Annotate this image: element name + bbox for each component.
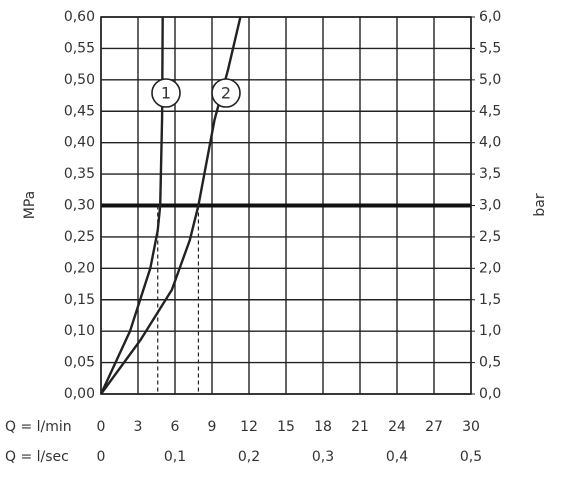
x2-tick-label: 0,4: [386, 449, 408, 465]
x-tick-label: 27: [425, 419, 443, 435]
y2-tick-label: 0,5: [479, 355, 501, 371]
y-tick-label: 0,10: [64, 323, 95, 339]
x2-tick-label: 0,1: [164, 449, 186, 465]
y2-tick-label: 1,0: [479, 323, 501, 339]
x-tick-label: 0: [97, 419, 106, 435]
y-tick-label: 0,25: [64, 229, 95, 245]
y2-tick-label: 2,0: [479, 260, 501, 276]
x-tick-label: 18: [314, 419, 332, 435]
curve: [99, 16, 164, 395]
x-tick-label: 21: [351, 419, 369, 435]
y2-tick-label: 1,5: [479, 292, 501, 308]
y2-tick-label: 6,0: [479, 9, 501, 25]
y2-tick-label: 3,5: [479, 166, 501, 182]
x2-row-label: Q = l/sec: [5, 449, 69, 465]
y2-tick-label: 5,5: [479, 40, 501, 56]
y-tick-label: 0,05: [64, 355, 95, 371]
x-tick-label: 15: [277, 419, 295, 435]
y-tick-label: 0,55: [64, 40, 95, 56]
y-tick-label: 0,35: [64, 166, 95, 182]
y-tick-label: 0,00: [64, 386, 95, 402]
x-row-label: Q = l/min: [5, 419, 72, 435]
x-tick-label: 24: [388, 419, 406, 435]
x2-tick-label: 0,2: [238, 449, 260, 465]
curve-label: 1: [161, 84, 171, 103]
y-tick-label: 0,50: [64, 72, 95, 88]
curve-badge: [211, 78, 241, 108]
x-tick-label: 12: [240, 419, 258, 435]
y-tick-label: 0,60: [64, 9, 95, 25]
y2-axis-label: bar: [532, 193, 548, 216]
y2-tick-label: 4,0: [479, 135, 501, 151]
y-tick-label: 0,45: [64, 103, 95, 119]
curve-badge: [151, 78, 181, 108]
y-tick-label: 0,40: [64, 135, 95, 151]
x-tick-label: 9: [208, 419, 217, 435]
y2-tick-label: 4,5: [479, 103, 501, 119]
y2-tick-label: 5,0: [479, 72, 501, 88]
y2-tick-label: 2,5: [479, 229, 501, 245]
y2-tick-label: 0,0: [479, 386, 501, 402]
x2-tick-label: 0,3: [312, 449, 334, 465]
y-tick-label: 0,15: [64, 292, 95, 308]
x2-tick-label: 0,5: [460, 449, 482, 465]
x-tick-label: 6: [171, 419, 180, 435]
plot-frame: [100, 16, 472, 395]
y-tick-label: 0,30: [64, 198, 95, 214]
y-tick-label: 0,20: [64, 260, 95, 276]
y2-tick-label: 3,0: [479, 198, 501, 214]
x2-tick-label: 0: [97, 449, 106, 465]
curve-label: 2: [221, 84, 231, 103]
curve: [100, 16, 242, 395]
x-tick-label: 3: [134, 419, 143, 435]
x-tick-label: 30: [462, 419, 480, 435]
y-axis-label: MPa: [22, 191, 38, 219]
